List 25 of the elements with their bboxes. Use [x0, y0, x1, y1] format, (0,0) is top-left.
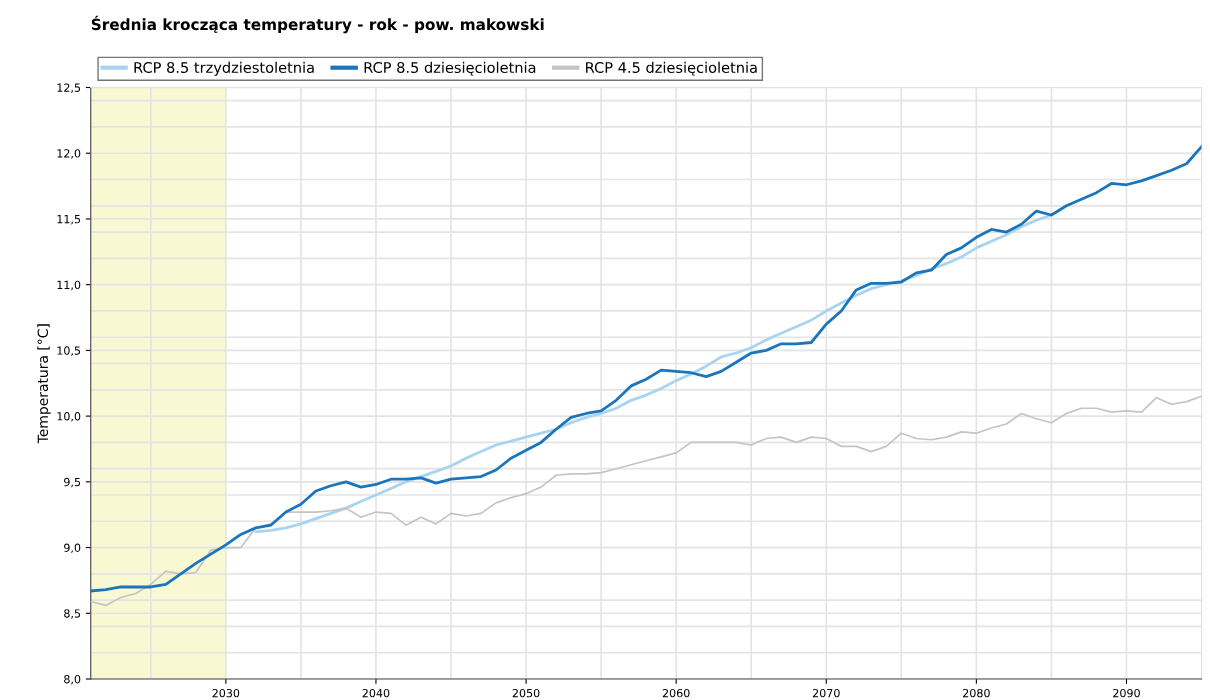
x-tick-label: 2040 — [362, 688, 390, 698]
legend-label: RCP 8.5 trzydziestoletnia — [134, 61, 314, 76]
y-axis-title: Temperatura [°C] — [37, 324, 51, 444]
y-tick-label: 10,5 — [57, 346, 81, 356]
line-series — [90, 145, 1202, 593]
x-tick-label: 2030 — [212, 688, 240, 698]
y-tick-label: 8,0 — [64, 674, 81, 685]
y-tick-label: 10,0 — [57, 412, 81, 422]
line-series — [90, 395, 1202, 607]
y-tick-label: 11,0 — [57, 280, 81, 291]
line-series — [254, 213, 1053, 534]
y-tick-label: 12,0 — [57, 149, 81, 159]
chart-title: Średnia krocząca temperatury - rok - pow. makowski — [91, 15, 544, 34]
y-tick-label: 12,5 — [57, 83, 81, 94]
x-tick-label: 2070 — [812, 688, 840, 698]
y-tick-label: 8,5 — [64, 609, 81, 619]
legend-label: RCP 8.5 dziesięcioletnia — [364, 61, 536, 76]
legend-label: RCP 4.5 dziesięcioletnia — [586, 61, 757, 76]
x-tick-label: 2050 — [512, 688, 540, 698]
x-tick-label: 2060 — [662, 688, 690, 698]
y-tick-label: 11,5 — [57, 215, 81, 225]
x-tick-label: 2080 — [963, 688, 990, 698]
x-tick-label: 2090 — [1113, 688, 1140, 698]
y-tick-label: 9,5 — [64, 477, 81, 488]
y-tick-label: 9,0 — [64, 543, 81, 554]
